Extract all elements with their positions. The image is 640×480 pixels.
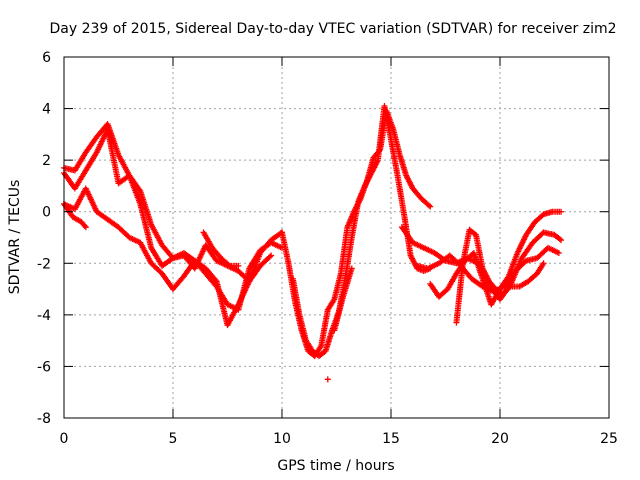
y-tick-label: 0 <box>42 205 51 221</box>
data-point <box>81 222 88 229</box>
y-axis-ticks: -8 -6 -4 -2 0 2 4 6 <box>37 50 609 427</box>
plot-frame <box>63 56 610 419</box>
y-axis-label: SDTVAR / TECUs <box>7 180 23 295</box>
data-point <box>82 224 89 231</box>
series-outlier <box>324 376 331 383</box>
data-point <box>225 261 232 268</box>
y-tick-label: 2 <box>42 153 51 169</box>
x-tick-label: 20 <box>491 431 509 447</box>
x-tick-label: 0 <box>60 431 69 447</box>
y-tick-label: -8 <box>37 411 51 427</box>
series-track-7 <box>289 102 434 360</box>
chart-title: Day 239 of 2015, Sidereal Day-to-day VTE… <box>50 21 617 37</box>
x-tick-label: 5 <box>169 431 178 447</box>
x-axis-label: GPS time / hours <box>277 458 394 474</box>
y-tick-label: 4 <box>42 102 51 118</box>
data-point <box>558 208 565 215</box>
data-point <box>348 265 355 272</box>
data-points <box>61 102 565 383</box>
data-point <box>506 284 513 291</box>
series-track-12 <box>453 226 547 326</box>
data-point <box>235 262 242 269</box>
data-point <box>268 252 275 259</box>
series-track-8 <box>331 265 355 334</box>
data-point <box>556 236 563 243</box>
x-tick-label: 25 <box>600 431 618 447</box>
series-track-3 <box>61 185 285 313</box>
series-track-5 <box>200 229 242 269</box>
data-point <box>540 260 547 267</box>
y-tick-label: -2 <box>37 256 51 272</box>
x-axis-ticks: 0 5 10 15 20 25 <box>60 57 618 447</box>
data-point <box>558 237 565 244</box>
y-tick-label: -4 <box>37 308 51 324</box>
x-tick-label: 10 <box>273 431 291 447</box>
y-tick-label: 6 <box>42 50 51 66</box>
data-point <box>427 203 434 210</box>
data-point <box>324 376 331 383</box>
data-point <box>555 249 562 256</box>
y-tick-label: -6 <box>37 359 51 375</box>
data-point <box>266 253 273 260</box>
x-tick-label: 15 <box>382 431 400 447</box>
data-point <box>425 202 432 209</box>
series-track-11 <box>427 208 565 308</box>
